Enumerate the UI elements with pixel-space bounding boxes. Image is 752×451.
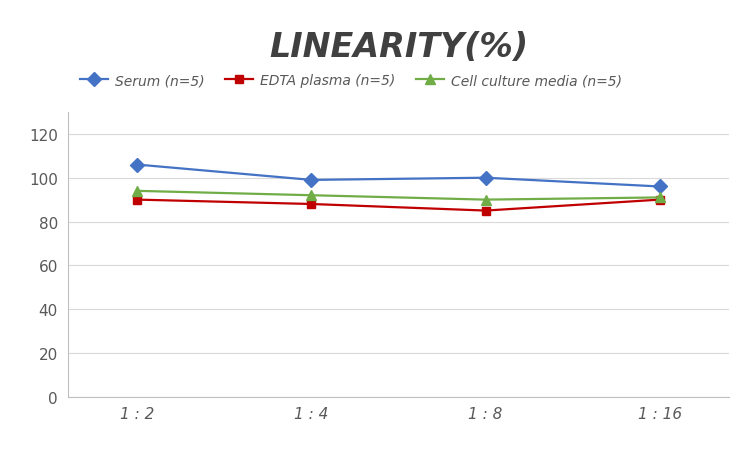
Cell culture media (n=5): [307, 193, 316, 198]
Title: LINEARITY(%): LINEARITY(%): [269, 32, 528, 64]
Serum (n=5): [655, 184, 664, 190]
Cell culture media (n=5): [133, 189, 142, 194]
EDTA plasma (n=5): [307, 202, 316, 207]
EDTA plasma (n=5): [655, 198, 664, 203]
Serum (n=5): [307, 178, 316, 183]
Legend: Serum (n=5), EDTA plasma (n=5), Cell culture media (n=5): Serum (n=5), EDTA plasma (n=5), Cell cul…: [74, 69, 627, 94]
Serum (n=5): [133, 162, 142, 168]
Serum (n=5): [481, 175, 490, 181]
Cell culture media (n=5): [655, 195, 664, 201]
EDTA plasma (n=5): [133, 198, 142, 203]
Line: EDTA plasma (n=5): EDTA plasma (n=5): [133, 196, 664, 215]
Cell culture media (n=5): [481, 198, 490, 203]
EDTA plasma (n=5): [481, 208, 490, 214]
Line: Cell culture media (n=5): Cell culture media (n=5): [132, 187, 665, 205]
Line: Serum (n=5): Serum (n=5): [132, 161, 665, 192]
